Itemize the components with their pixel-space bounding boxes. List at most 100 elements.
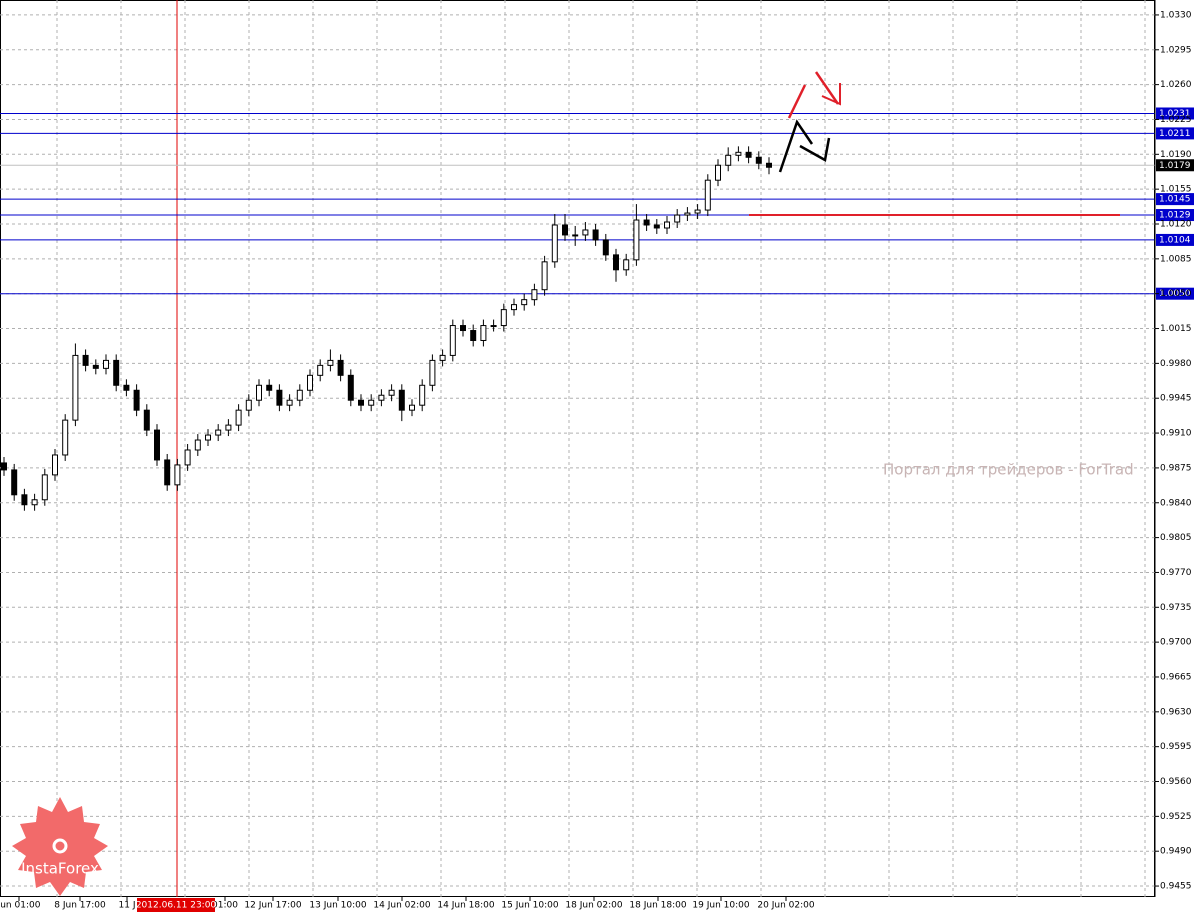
candle-body [103,359,109,369]
candle-body [133,389,140,411]
level-label: 1.0145 [1159,195,1191,205]
candle-body [745,151,752,158]
logo-text: InstaForex [21,860,99,878]
candle-body [358,399,364,406]
candles [1,146,772,511]
candle-body [194,439,201,451]
candle-body [572,234,579,237]
candle-body [623,259,630,271]
candle-body [490,325,497,328]
y-tick-label: 0.9630 [1160,707,1192,717]
y-tick-label: 0.9595 [1160,742,1192,752]
candle-body [92,364,99,369]
y-tick-label: 1.0260 [1160,80,1192,90]
candle-body [1,462,7,471]
candle-body [41,474,48,501]
black-arrow [778,119,814,173]
candle-body [256,384,262,401]
candle-body [449,325,456,356]
y-tick-label: 0.9490 [1160,847,1192,857]
y-tick-label: 0.9770 [1160,568,1192,578]
candle-body [388,389,395,396]
candle-body [511,304,517,311]
y-tick-label: 1.0295 [1160,45,1192,55]
level-label: 1.0129 [1159,211,1191,221]
candle-body [551,224,558,263]
candle-body [602,239,609,256]
price-label: 1.0179 [1159,161,1191,171]
candle-body [735,151,742,156]
candle-body [582,229,589,236]
candle-body [215,429,222,436]
y-tick-label: 1.0330 [1160,10,1192,20]
red-arrowhead [821,83,841,106]
candle-body [72,354,79,421]
x-tick-label: 14 Jun 18:00 [437,901,494,911]
y-tick-label: 0.9665 [1160,672,1192,682]
y-tick-label: 0.9735 [1160,603,1192,613]
x-tick-label: 14 Jun 02:00 [373,901,430,911]
candle-body [684,212,691,216]
y-tick-label: 1.0225 [1160,115,1192,125]
candle-body [82,354,89,366]
candle-body [653,224,660,229]
time-marker-label: 2012.06.11 23:00 [136,901,217,911]
candle-body [378,394,385,401]
candle-body [755,156,762,164]
red-arrow [787,84,807,119]
candle-body [184,449,191,466]
candle-body [419,384,426,406]
y-tick-label: 0.9875 [1160,463,1192,473]
candle-body [694,209,701,214]
candle-body [327,359,334,366]
grid [0,0,1155,897]
x-tick-label: 19 Jun 10:00 [692,901,749,911]
candle-body [31,499,38,506]
candle-body [21,494,28,506]
time-marker-box [137,898,215,912]
candle-body [276,389,283,406]
y-tick-label: 0.9525 [1160,812,1192,822]
y-tick-label: 1.0155 [1160,185,1192,195]
candle-body [766,162,772,168]
level-label: 1.0050 [1159,289,1191,299]
x-tick-label: 15 Jun 10:00 [501,901,558,911]
candle-body [143,409,150,431]
black-arrowhead [799,137,831,162]
y-tick-label: 0.9980 [1160,359,1192,369]
logo-icon [52,838,68,854]
level-box [1156,233,1194,246]
candle-body [286,399,293,406]
y-tick-label: 0.9840 [1160,498,1192,508]
candle-body [541,261,548,291]
candle-body [409,404,415,411]
candle-body [429,359,436,386]
y-axis: 1.03301.02951.02601.02251.01901.01551.01… [1155,10,1192,892]
candle-body [643,219,650,226]
candle-body [480,325,487,341]
x-tick-label: 20 Jun 02:00 [757,901,814,911]
level-label: 1.0104 [1159,235,1191,245]
candle-body [11,469,18,496]
red-arrow [814,71,840,105]
y-tick-label: 0.9560 [1160,777,1192,787]
y-tick-label: 1.0085 [1160,254,1192,264]
x-tick-label: 12 Jun 17:00 [244,901,301,911]
candle-body [347,374,354,401]
y-tick-label: 1.0120 [1160,220,1192,230]
logo-badge [12,797,108,896]
candle-body [725,154,732,166]
candle-body [266,384,273,391]
level-box [1156,193,1194,206]
candle-body [521,299,528,306]
price-box [1156,159,1194,172]
candle-body [225,424,232,431]
levels: 1.0231 1.0211 1.0145 1.0129 1.0104 1.0050 1.01… [0,107,1194,300]
candle-body [531,289,538,301]
x-tick-label: 8 Jun 17:00 [54,901,106,911]
candle-body [500,309,507,327]
candle-body [704,179,711,211]
candle-body [113,359,120,386]
candle-body [296,389,303,401]
x-tick-label: 18 Jun 02:00 [565,901,622,911]
